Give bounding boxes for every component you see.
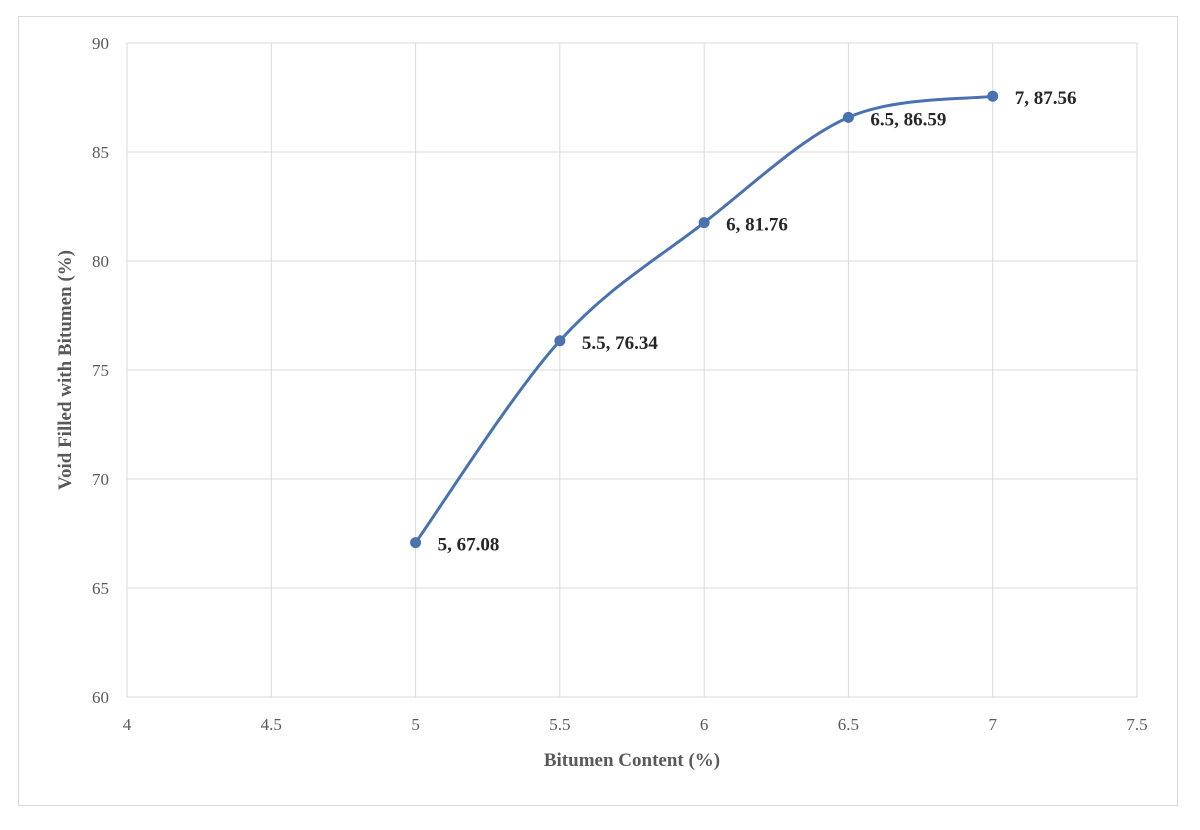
data-label: 7, 87.56 [1015, 88, 1077, 109]
y-tick-label: 90 [92, 34, 109, 53]
series-line [414, 94, 995, 545]
x-tick-label: 6.5 [838, 715, 859, 734]
chart-frame [18, 16, 1178, 806]
gridlines [126, 42, 1138, 698]
y-axis-title: Void Filled with Bitumen (%) [55, 250, 76, 490]
y-tick-label: 75 [92, 361, 109, 380]
data-labels: 5, 67.08 5.5, 76.34 6, 81.76 6.5, 86.59 7, 8… [438, 88, 1077, 555]
data-label: 6.5, 86.59 [870, 109, 946, 130]
data-label: 5, 67.08 [438, 535, 500, 556]
x-tick-label: 4 [123, 715, 132, 734]
x-tick-label: 6 [700, 715, 709, 734]
x-tick-label: 7 [988, 715, 997, 734]
y-tick-label: 85 [92, 143, 109, 162]
data-label: 5.5, 76.34 [582, 333, 659, 354]
y-tick-label: 60 [92, 688, 109, 707]
x-tick-label: 5.5 [549, 715, 570, 734]
data-point [842, 111, 854, 123]
x-tick-label: 5 [411, 715, 420, 734]
data-point [410, 537, 422, 549]
data-point [698, 217, 710, 229]
tick-labels: 4 4.5 5 5.5 6 6.5 7 7.5 60 65 70 75 80 85 90 [92, 34, 1148, 734]
series [410, 90, 999, 549]
data-point [554, 335, 566, 347]
x-tick-label: 4.5 [261, 715, 282, 734]
y-tick-label: 80 [92, 252, 109, 271]
y-tick-label: 65 [92, 579, 109, 598]
data-point [987, 90, 999, 102]
x-tick-label: 7.5 [1126, 715, 1147, 734]
data-label: 6, 81.76 [726, 215, 788, 236]
x-axis-title: Bitumen Content (%) [544, 750, 720, 771]
y-tick-label: 70 [92, 470, 109, 489]
